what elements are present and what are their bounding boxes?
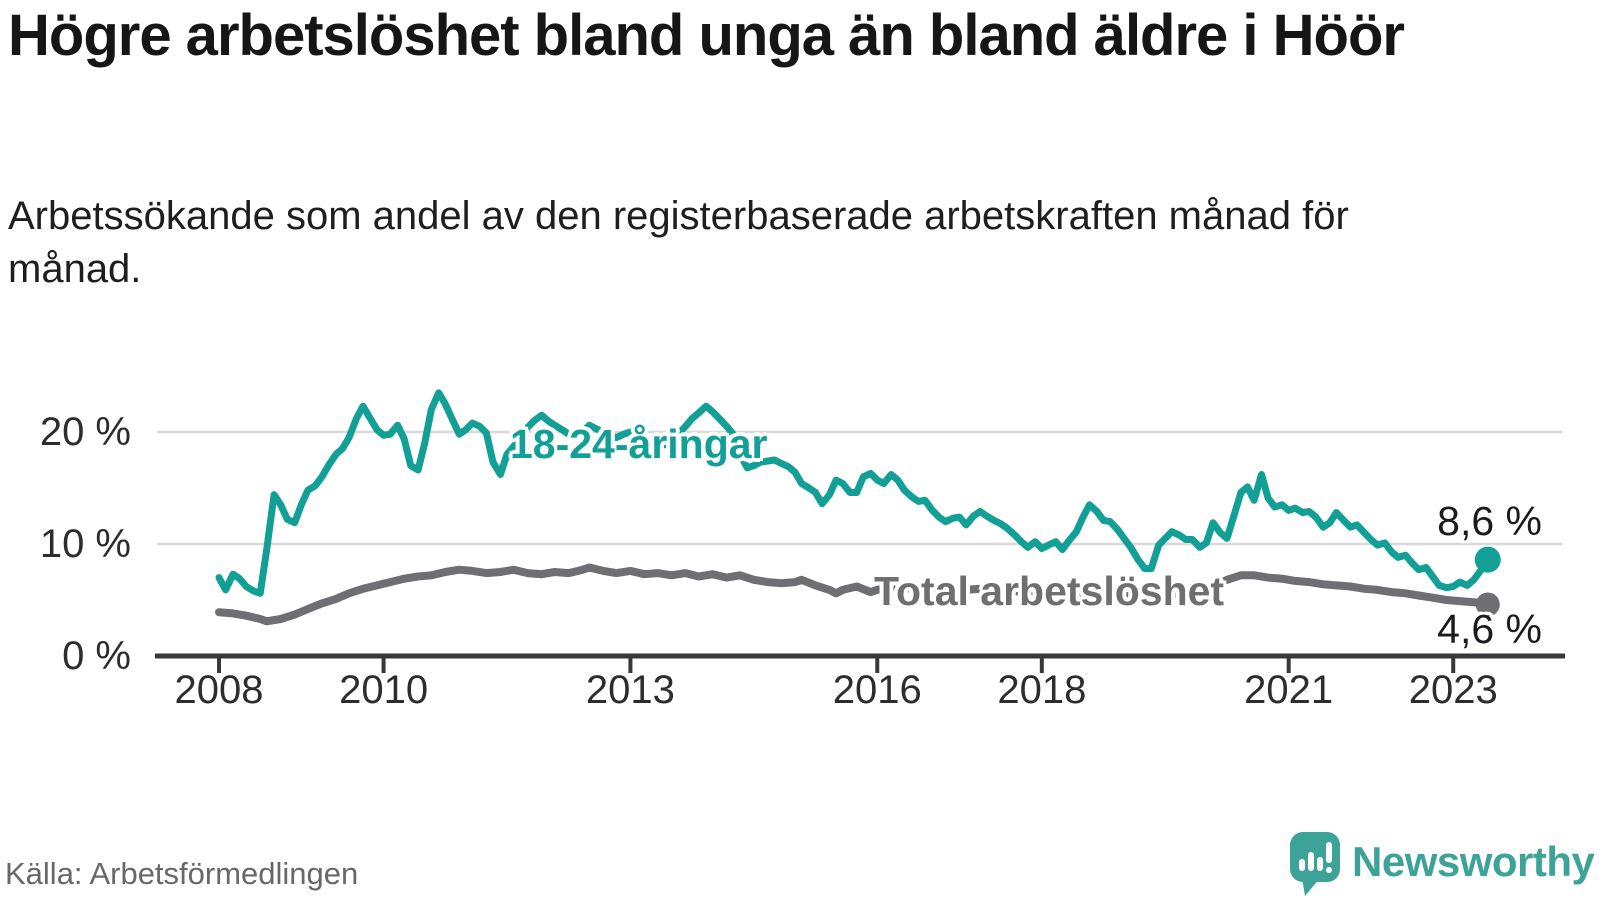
x-tick-label-2010: 2010 (339, 668, 428, 712)
series-end-dot-1 (1475, 592, 1500, 617)
x-tick-label-2008: 2008 (175, 668, 264, 712)
x-tick-label-2013: 2013 (586, 668, 675, 712)
page-subtitle: Arbetssökande som andel av den registerb… (8, 194, 1349, 292)
series-line-0 (215, 389, 1492, 597)
series-line-1 (215, 563, 1492, 626)
series-end-dot-0 (1474, 546, 1501, 573)
end-value-label-youth: 8,6 % (1437, 498, 1542, 544)
newsworthy-wordmark: Newsworthy (1352, 838, 1595, 885)
x-tick-label-2016: 2016 (833, 668, 922, 712)
x-tick-label-2023: 2023 (1409, 668, 1498, 712)
newsworthy-logo-icon (1290, 832, 1340, 896)
y-tick-label-20: 20 % (40, 410, 131, 454)
x-tick-label-2021: 2021 (1244, 668, 1333, 712)
y-tick-label-10: 10 % (40, 522, 131, 566)
source-credit: Källa: Arbetsförmedlingen (5, 856, 359, 891)
series-label-youth: 18-24-åringar (510, 421, 768, 467)
end-value-label-total: 4,6 % (1437, 606, 1542, 652)
series-label-total: Total arbetslöshet (874, 568, 1225, 614)
y-tick-label-0: 0 % (62, 634, 131, 678)
page-title: Högre arbetslöshet bland unga än bland ä… (8, 3, 1405, 68)
x-tick-label-2018: 2018 (997, 668, 1086, 712)
newsworthy-logo: Newsworthy (1288, 830, 1598, 898)
